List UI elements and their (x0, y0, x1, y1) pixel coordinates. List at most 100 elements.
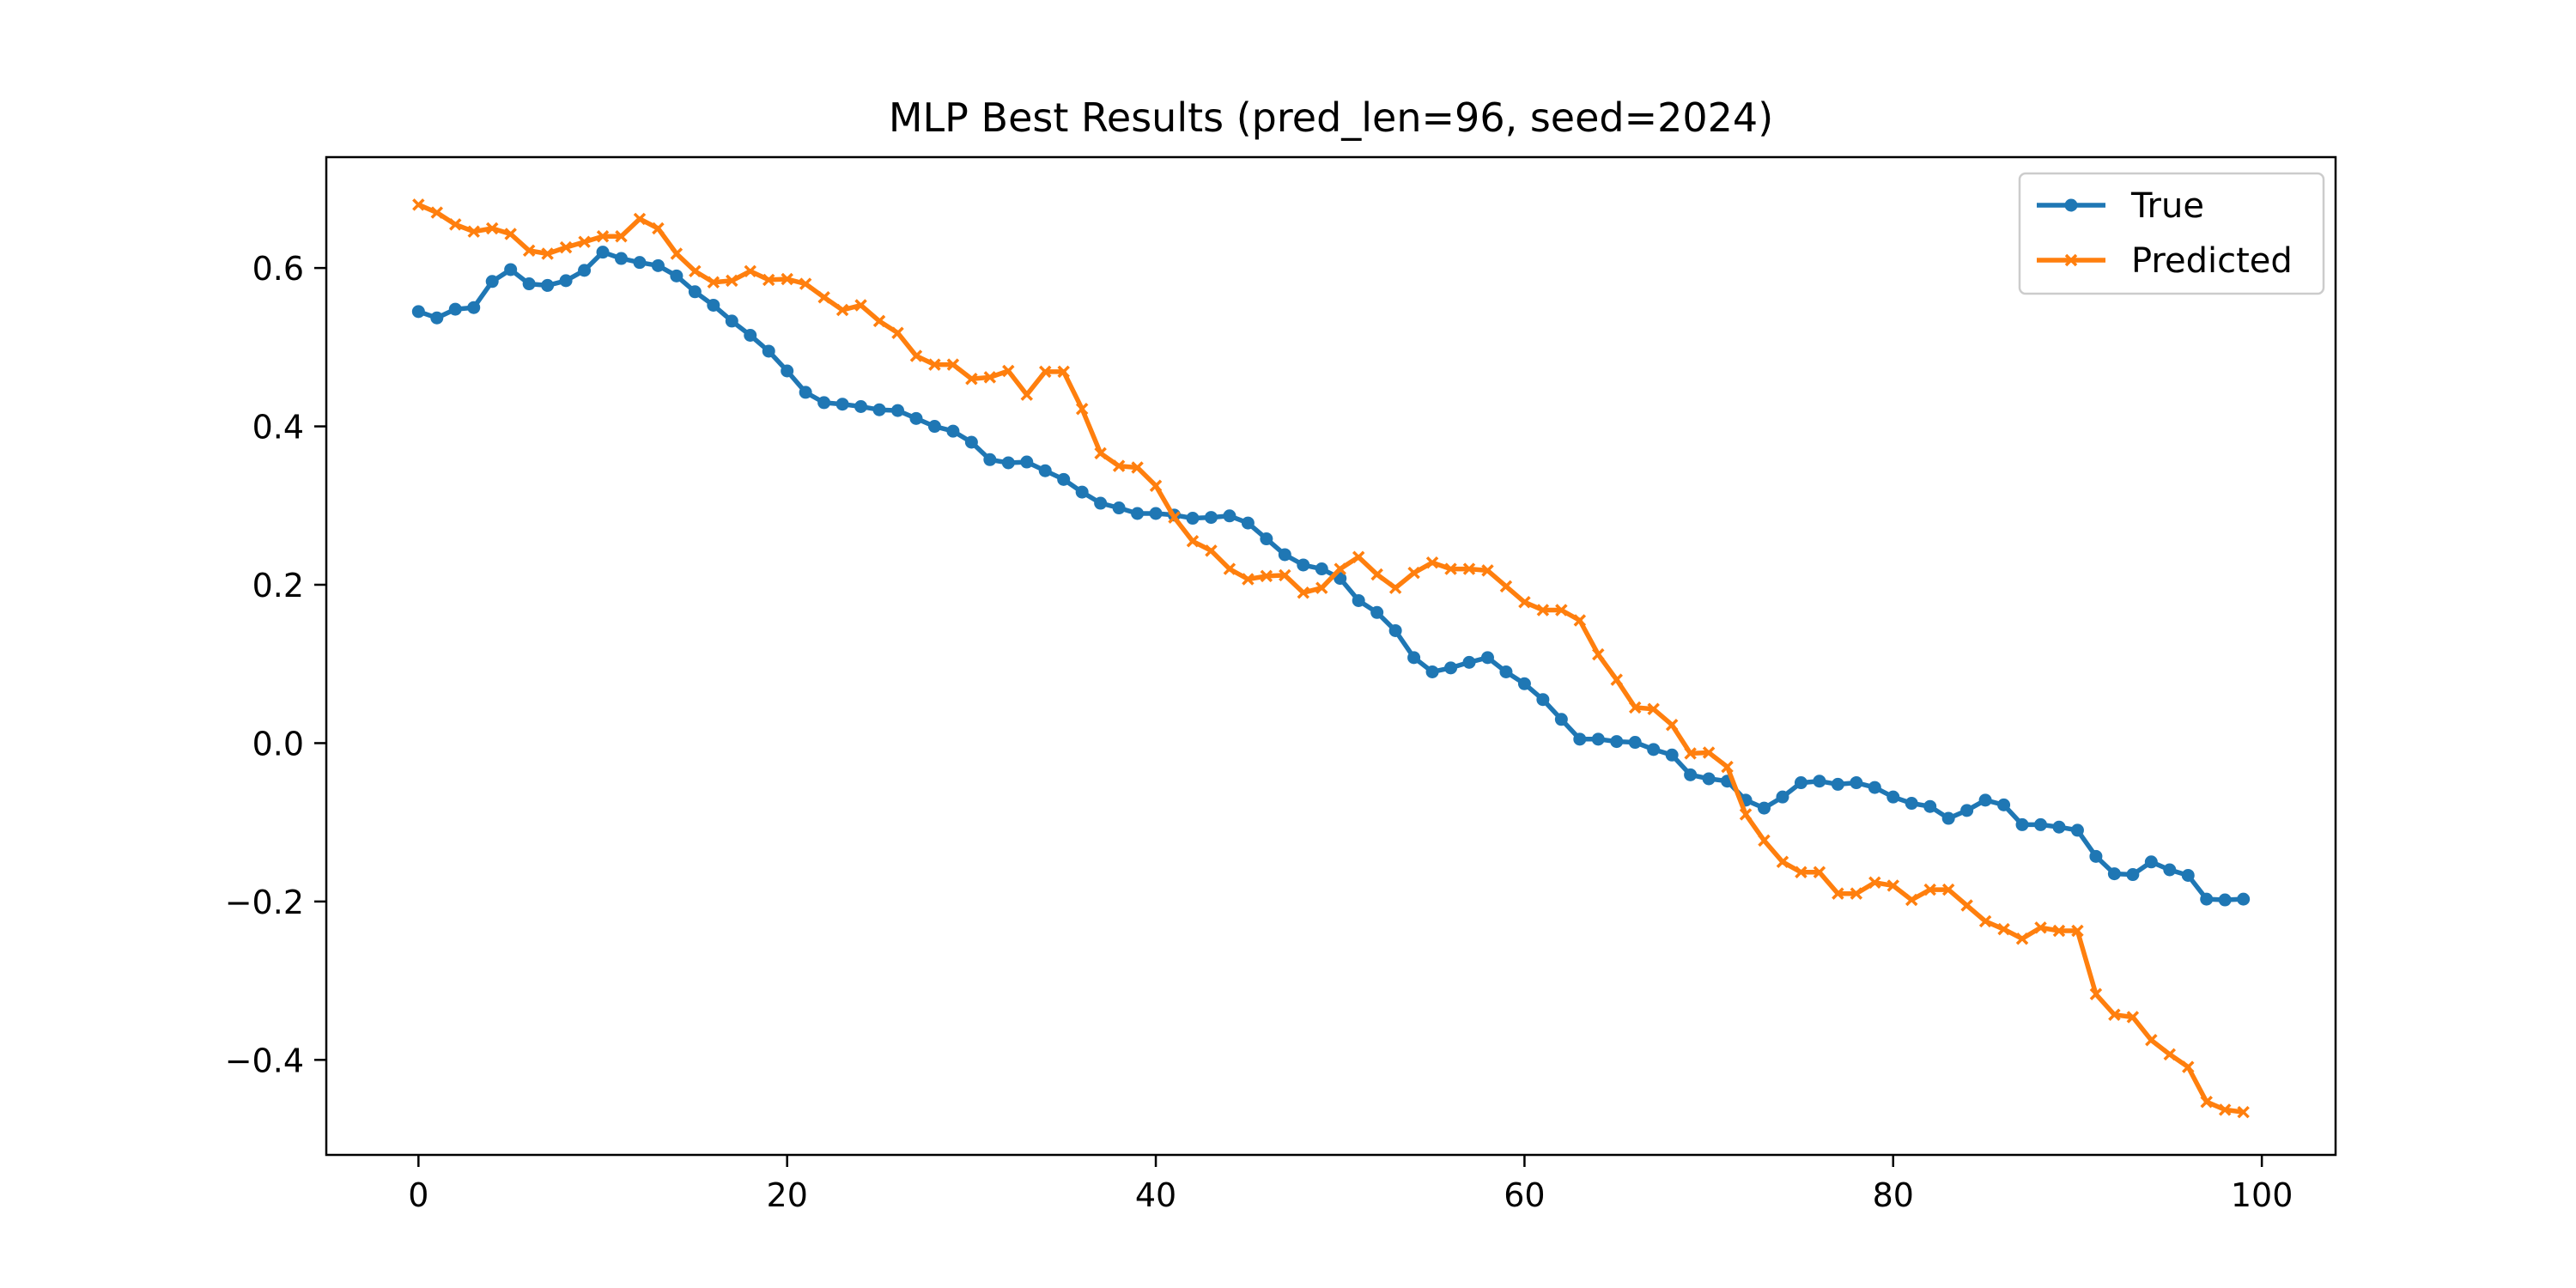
point-true (2070, 823, 2084, 837)
point-true (1886, 790, 1900, 804)
point-predicted (1168, 511, 1181, 524)
point-predicted (1739, 808, 1753, 821)
point-predicted (2052, 924, 2066, 938)
point-predicted (799, 277, 812, 290)
point-predicted (670, 247, 683, 260)
legend-label-true: True (2130, 186, 2204, 226)
x-tick-label: 0 (408, 1176, 428, 1214)
point-predicted (1795, 866, 1807, 879)
point-predicted (965, 372, 978, 386)
point-predicted (1352, 550, 1365, 563)
point-true (504, 263, 518, 276)
point-true (1186, 512, 1200, 526)
legend: True Predicted (2018, 172, 2325, 295)
point-predicted (1868, 876, 1881, 889)
point-predicted (412, 198, 425, 211)
point-predicted (1149, 479, 1163, 492)
point-true (1610, 735, 1624, 749)
plot-area (411, 198, 2251, 1119)
y-tick-label: 0.6 (252, 250, 304, 288)
legend-marker-predicted (2064, 253, 2078, 267)
point-true (1499, 665, 1513, 678)
plot-frame (325, 155, 2337, 1157)
point-true (430, 311, 444, 325)
point-true (1794, 776, 1807, 790)
y-tick-label: −0.2 (225, 884, 304, 921)
y-tick-label: 0.4 (252, 409, 304, 447)
point-predicted (2015, 932, 2029, 945)
point-predicted (1665, 718, 1679, 732)
point-predicted (615, 229, 628, 243)
point-predicted (1039, 365, 1052, 379)
y-tick-label: 0.0 (252, 725, 304, 762)
point-true (2200, 892, 2214, 906)
point-true (1757, 801, 1771, 815)
x-tick-label: 100 (2231, 1176, 2293, 1214)
point-predicted (1978, 914, 1992, 928)
y-tick-label: −0.4 (225, 1042, 304, 1079)
point-true (1057, 472, 1071, 486)
point-true (983, 453, 997, 466)
point-true (1647, 743, 1661, 756)
point-predicted (1536, 604, 1550, 617)
point-true (1260, 532, 1273, 546)
point-true (964, 435, 978, 449)
point-predicted (1684, 747, 1697, 760)
point-true (448, 302, 462, 316)
point-predicted (2034, 921, 2047, 934)
point-true (411, 305, 425, 319)
point-predicted (2200, 1095, 2213, 1109)
point-true (1960, 804, 1974, 817)
point-predicted (522, 244, 536, 258)
point-predicted (1813, 866, 1826, 879)
point-true (1554, 713, 1568, 726)
point-true (522, 277, 536, 291)
point-predicted (2163, 1048, 2177, 1061)
point-predicted (817, 290, 830, 304)
point-true (1868, 781, 1881, 794)
point-predicted (1702, 746, 1716, 759)
point-predicted (1923, 883, 1936, 896)
point-predicted (726, 274, 738, 288)
point-predicted (1002, 364, 1015, 378)
point-true (1352, 593, 1365, 607)
point-predicted (946, 358, 960, 371)
point-true (1038, 464, 1052, 477)
point-true (1370, 605, 1384, 619)
point-true (1813, 775, 1826, 788)
point-true (614, 252, 628, 265)
x-tick-label: 40 (1135, 1176, 1176, 1214)
point-true (854, 400, 868, 413)
point-predicted (1205, 544, 1218, 557)
x-tick-label: 20 (767, 1176, 808, 1214)
point-true (1315, 562, 1328, 576)
point-predicted (1573, 614, 1587, 627)
point-true (2163, 863, 2177, 877)
point-predicted (909, 349, 923, 362)
point-predicted (467, 225, 480, 238)
point-true (1001, 456, 1015, 470)
point-true (1223, 509, 1236, 523)
point-predicted (485, 222, 499, 235)
point-true (578, 264, 592, 277)
x-axis: 0 20 40 60 80 100 (408, 1155, 2293, 1214)
point-true (2144, 855, 2158, 869)
point-predicted (1223, 562, 1236, 575)
point-true (2107, 867, 2121, 881)
point-predicted (1094, 447, 1107, 460)
point-true (744, 329, 757, 342)
point-predicted (1131, 461, 1144, 474)
point-predicted (2218, 1103, 2232, 1116)
point-predicted (1610, 673, 1623, 686)
point-true (485, 275, 499, 289)
point-true (651, 258, 665, 272)
point-predicted (1832, 887, 1844, 900)
point-predicted (1776, 855, 1789, 869)
point-predicted (1481, 564, 1494, 577)
point-true (1204, 511, 1218, 525)
point-true (2034, 817, 2048, 831)
point-true (1075, 485, 1089, 499)
point-predicted (430, 206, 444, 219)
point-true (596, 246, 610, 259)
